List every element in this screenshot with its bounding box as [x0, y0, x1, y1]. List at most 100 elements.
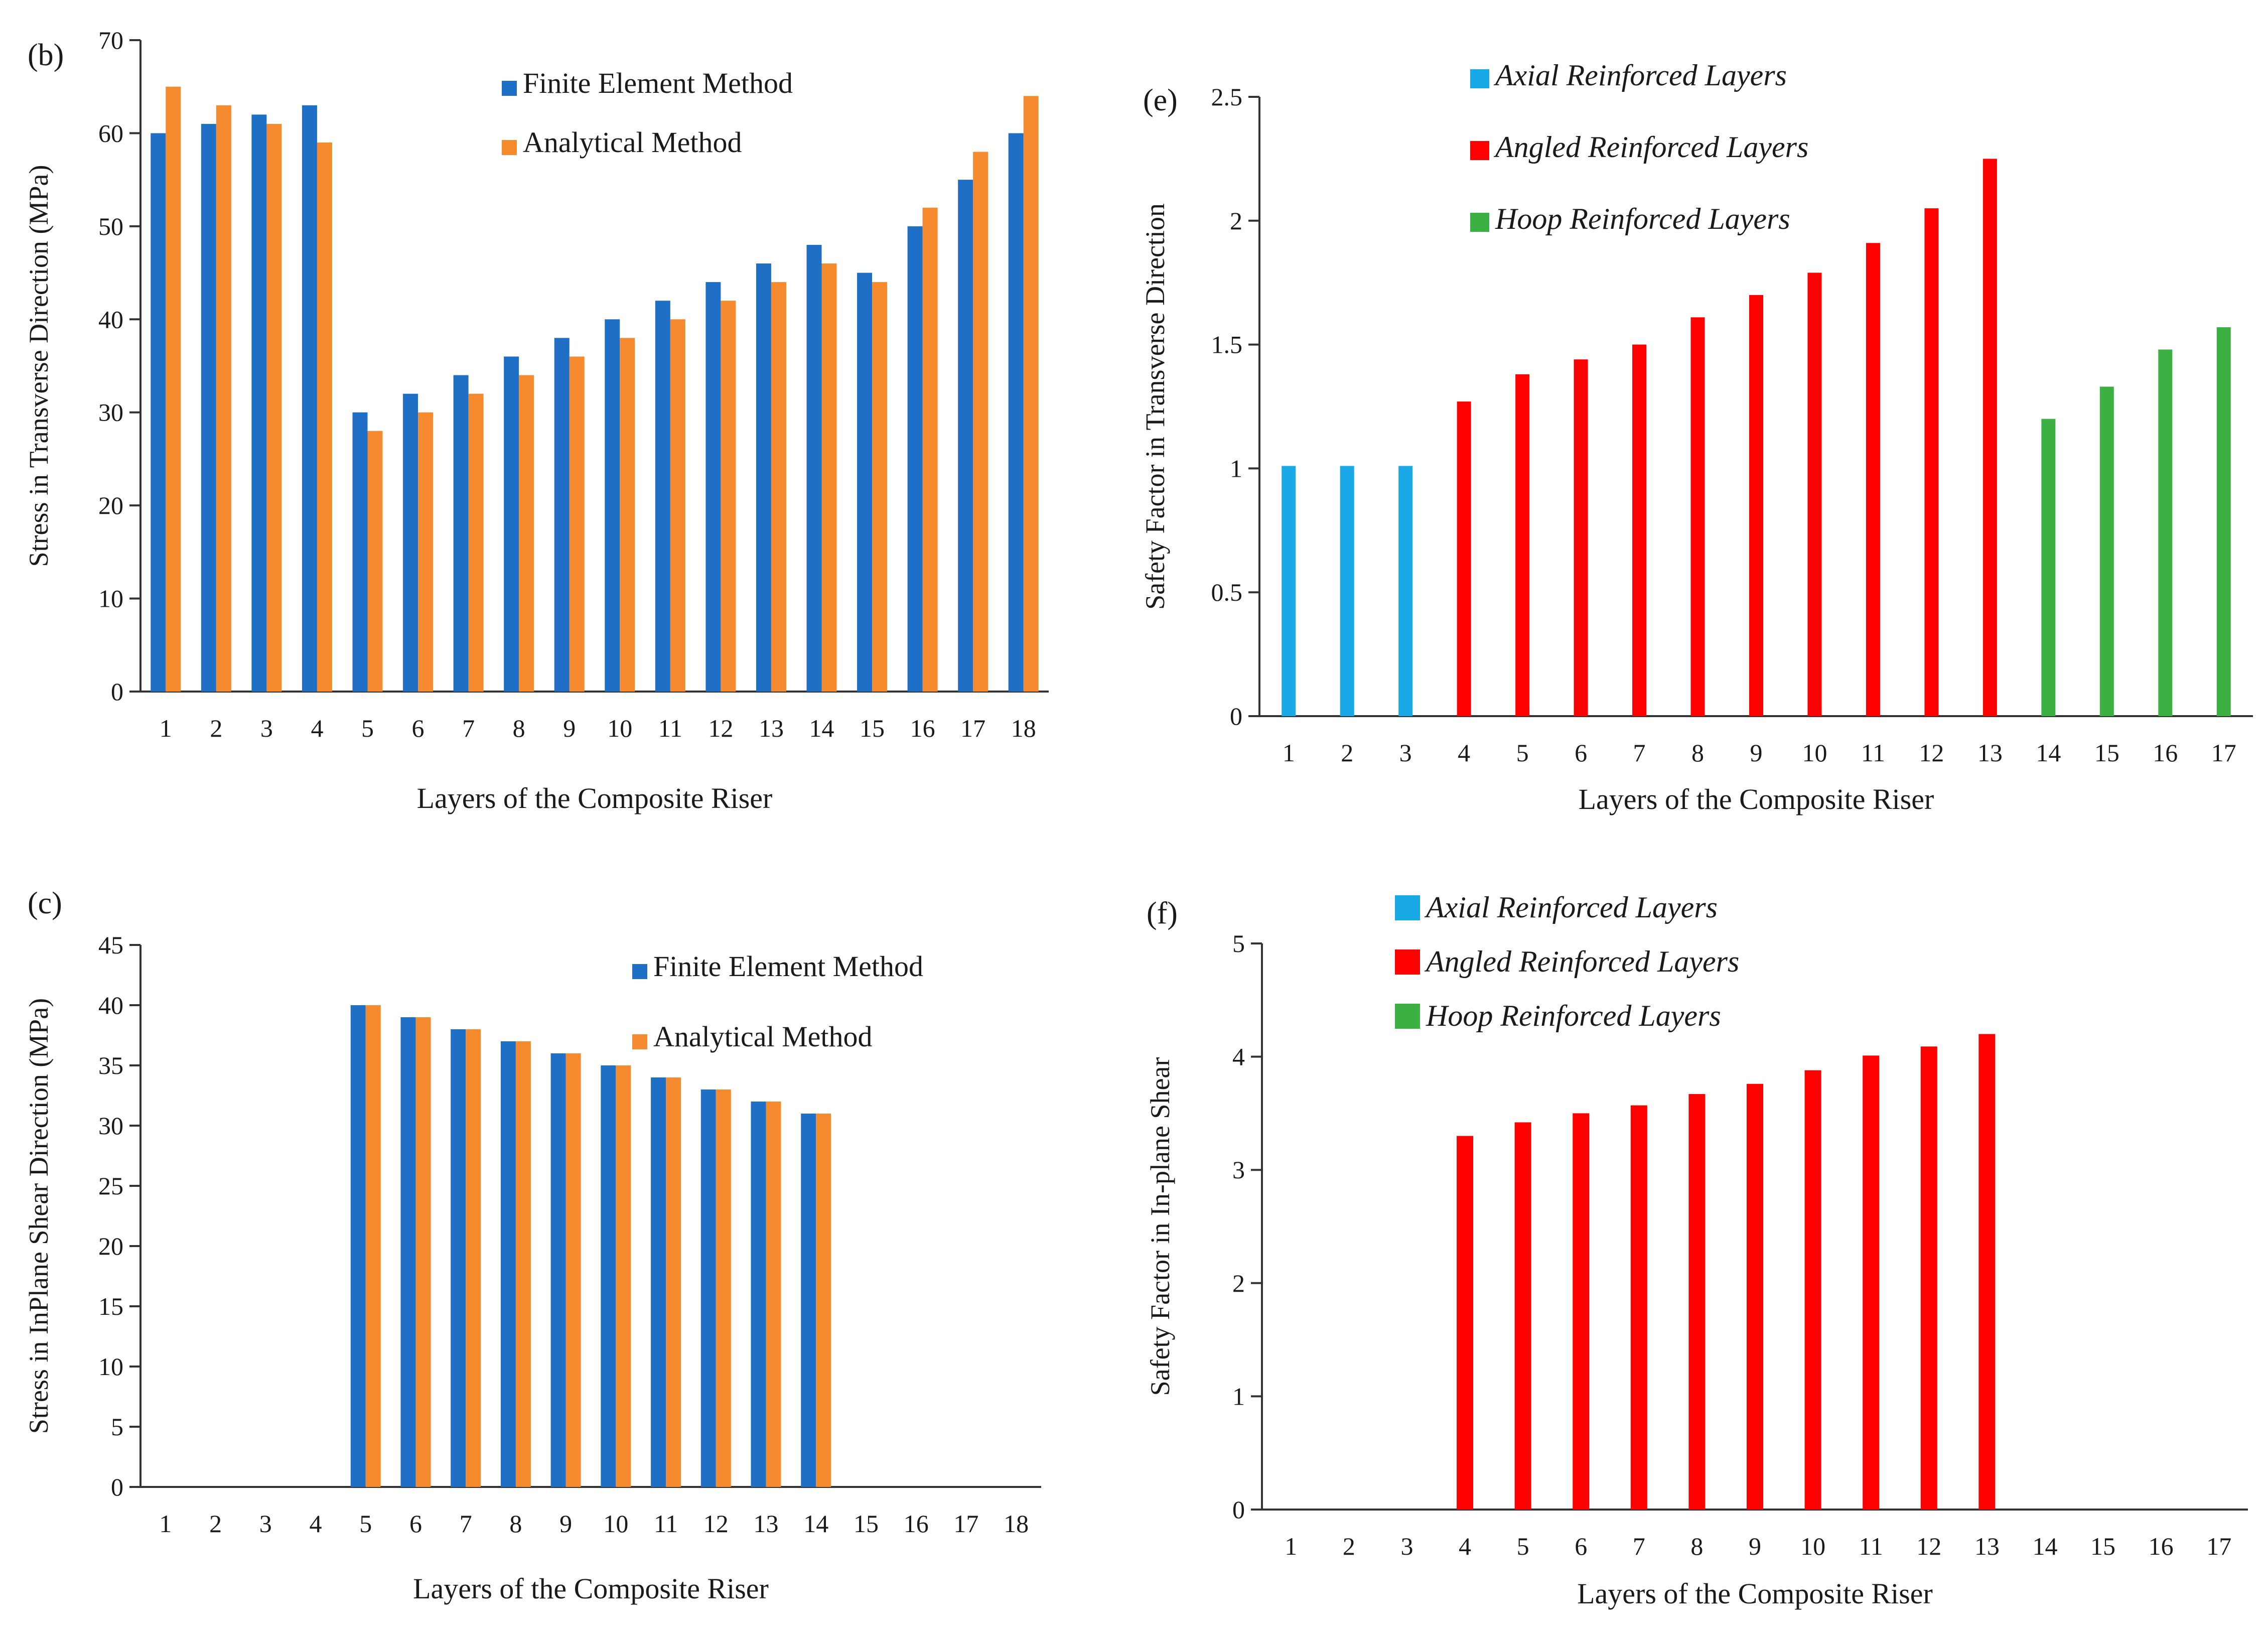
x-tick-label: 1: [1285, 1532, 1297, 1560]
x-tick-label: 6: [1575, 1532, 1587, 1560]
y-tick-label: 5: [111, 1413, 123, 1441]
bar: [1978, 1034, 1996, 1510]
x-tick-label: 10: [1800, 1532, 1825, 1560]
x-tick-label: 12: [708, 714, 733, 742]
bar: [1574, 359, 1588, 716]
x-tick-label: 7: [462, 714, 475, 742]
bar: [907, 226, 923, 692]
bar: [1515, 374, 1530, 716]
legend-swatch: [1470, 141, 1489, 160]
legend-label: Hoop Reinforced Layers: [1495, 202, 1790, 235]
bar: [453, 375, 469, 692]
y-tick-label: 0: [111, 1473, 123, 1501]
bar: [415, 1017, 431, 1487]
panel-label: (f): [1147, 896, 1178, 930]
y-tick-label: 2: [1230, 207, 1242, 235]
bar: [519, 375, 534, 692]
x-tick-label: 1: [1283, 739, 1295, 767]
y-tick-label: 0.5: [1211, 578, 1243, 606]
bar: [666, 1077, 681, 1487]
bar: [403, 393, 418, 692]
bar: [302, 105, 317, 692]
y-tick-label: 0: [1230, 702, 1242, 730]
legend-label: Finite Element Method: [523, 67, 793, 99]
bar: [1632, 344, 1647, 716]
bar: [504, 356, 519, 692]
bar: [1920, 1046, 1937, 1510]
x-tick-label: 17: [960, 714, 985, 742]
bar: [1457, 401, 1471, 716]
bar: [151, 133, 166, 692]
bar: [1573, 1113, 1590, 1510]
y-tick-label: 20: [98, 491, 123, 519]
x-tick-label: 13: [1977, 739, 2003, 767]
x-tick-label: 1: [160, 714, 172, 742]
x-tick-label: 11: [1861, 739, 1885, 767]
bar: [1866, 243, 1880, 716]
x-axis-title: Layers of the Composite Riser: [417, 782, 773, 814]
bar: [620, 338, 635, 692]
x-axis-title: Layers of the Composite Riser: [1579, 783, 1934, 815]
x-tick-label: 11: [658, 714, 682, 742]
x-tick-label: 9: [559, 1510, 572, 1538]
x-tick-label: 8: [1691, 739, 1704, 767]
y-axis-title: Safety Factor in In-plane Shear: [1145, 1057, 1175, 1396]
y-tick-label: 70: [98, 26, 123, 54]
bar: [973, 152, 988, 692]
bar: [500, 1041, 516, 1487]
bar: [670, 319, 685, 692]
y-tick-label: 10: [98, 1352, 123, 1381]
bar: [554, 338, 570, 692]
y-tick-label: 2.5: [1211, 83, 1243, 111]
bar: [616, 1065, 631, 1487]
bar: [365, 1005, 381, 1487]
x-tick-label: 2: [1343, 1532, 1355, 1560]
x-tick-label: 16: [910, 714, 935, 742]
y-axis-title: Safety Factor in Transverse Direction: [1140, 203, 1170, 610]
y-tick-label: 5: [1232, 929, 1245, 958]
x-tick-label: 14: [2036, 739, 2061, 767]
x-tick-label: 8: [509, 1510, 522, 1538]
legend-swatch: [1395, 895, 1420, 920]
bar: [550, 1053, 566, 1487]
legend-label: Angled Reinforced Layers: [1493, 130, 1808, 164]
y-tick-label: 1: [1230, 454, 1242, 482]
panel-label: (c): [28, 886, 62, 920]
bar: [201, 123, 216, 692]
bar: [317, 142, 332, 692]
y-tick-label: 2: [1232, 1269, 1245, 1297]
bar: [418, 412, 434, 692]
bar: [1804, 1070, 1821, 1510]
bar: [2158, 349, 2173, 716]
x-tick-label: 15: [2094, 739, 2119, 767]
bar: [1023, 96, 1039, 692]
y-tick-label: 40: [98, 305, 123, 333]
panel-label: (e): [1143, 83, 1178, 117]
x-tick-label: 3: [1399, 739, 1412, 767]
x-tick-label: 7: [460, 1510, 472, 1538]
x-tick-label: 6: [409, 1510, 422, 1538]
bar: [958, 180, 973, 692]
x-tick-label: 13: [1974, 1532, 2000, 1560]
bar: [721, 301, 736, 692]
legend-swatch: [502, 140, 517, 155]
x-tick-label: 11: [1859, 1532, 1883, 1560]
legend-swatch: [1395, 1004, 1420, 1029]
legend-label: Finite Element Method: [653, 950, 923, 983]
legend-swatch: [502, 81, 517, 96]
x-tick-label: 7: [1633, 739, 1646, 767]
bar: [605, 319, 620, 692]
x-tick-label: 17: [953, 1510, 978, 1538]
x-tick-label: 2: [1341, 739, 1353, 767]
x-tick-label: 3: [260, 714, 273, 742]
y-tick-label: 40: [98, 991, 123, 1019]
bar: [166, 86, 181, 692]
bar: [352, 412, 368, 692]
bar: [716, 1089, 731, 1487]
x-tick-label: 15: [2090, 1532, 2115, 1560]
y-tick-label: 60: [98, 119, 123, 147]
bar: [1008, 133, 1024, 692]
bar: [216, 105, 231, 692]
x-axis-title: Layers of the Composite Riser: [1577, 1577, 1933, 1610]
